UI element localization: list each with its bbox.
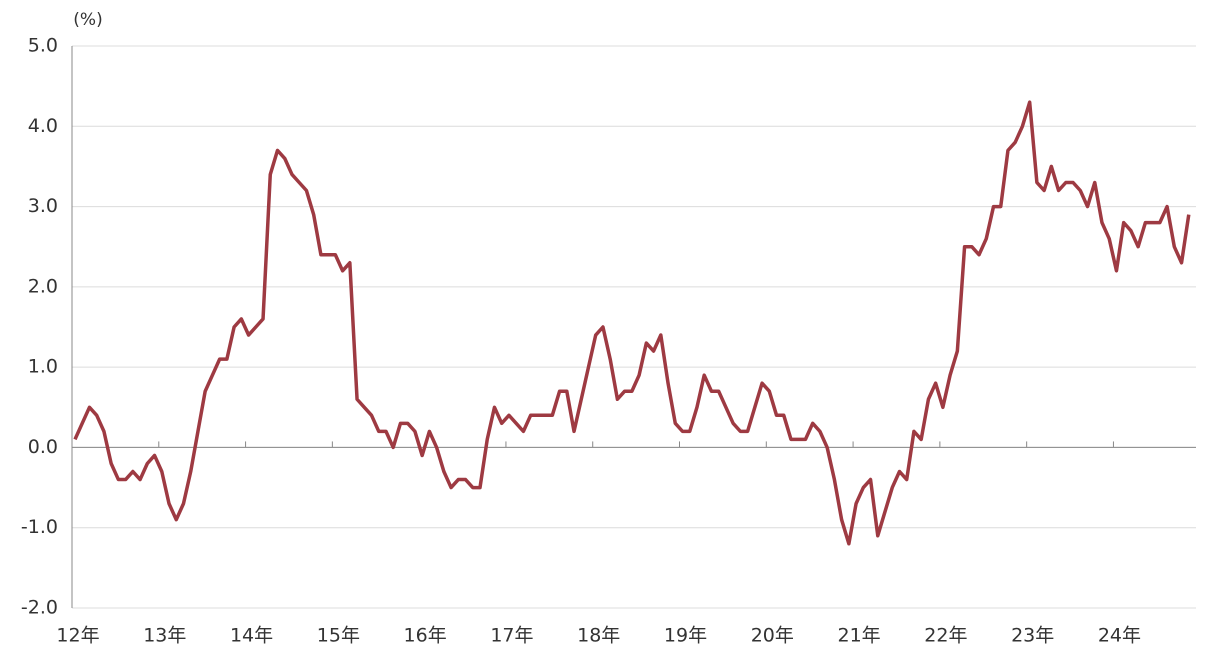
x-tick-label: 19年 (664, 625, 707, 647)
y-tick-label: -1.0 (21, 516, 58, 538)
x-tick-label: 13年 (143, 625, 186, 647)
data-line (73, 100, 1191, 546)
x-tick-label: 18年 (577, 625, 620, 647)
y-tick-label: 5.0 (28, 35, 58, 57)
y-tick-label: 0.0 (28, 436, 58, 458)
x-tick-label: 23年 (1011, 625, 1054, 647)
x-tick-label: 24年 (1098, 625, 1141, 647)
y-tick-label: 4.0 (28, 115, 58, 137)
x-tick-label: 22年 (924, 625, 967, 647)
y-tick-label: -2.0 (21, 597, 58, 619)
y-tick-label: 2.0 (28, 275, 58, 297)
x-tick-label: 21年 (837, 625, 880, 647)
x-tick-label: 20年 (751, 625, 794, 647)
y-axis-unit: (%) (73, 10, 102, 30)
y-tick-label: 1.0 (28, 356, 58, 378)
y-tick-label: 3.0 (28, 195, 58, 217)
x-tick-label: 14年 (230, 625, 273, 647)
x-tick-label: 15年 (317, 625, 360, 647)
x-tick-label: 12年 (56, 625, 99, 647)
x-tick-label: 17年 (490, 625, 533, 647)
x-tick-label: 16年 (404, 625, 447, 647)
